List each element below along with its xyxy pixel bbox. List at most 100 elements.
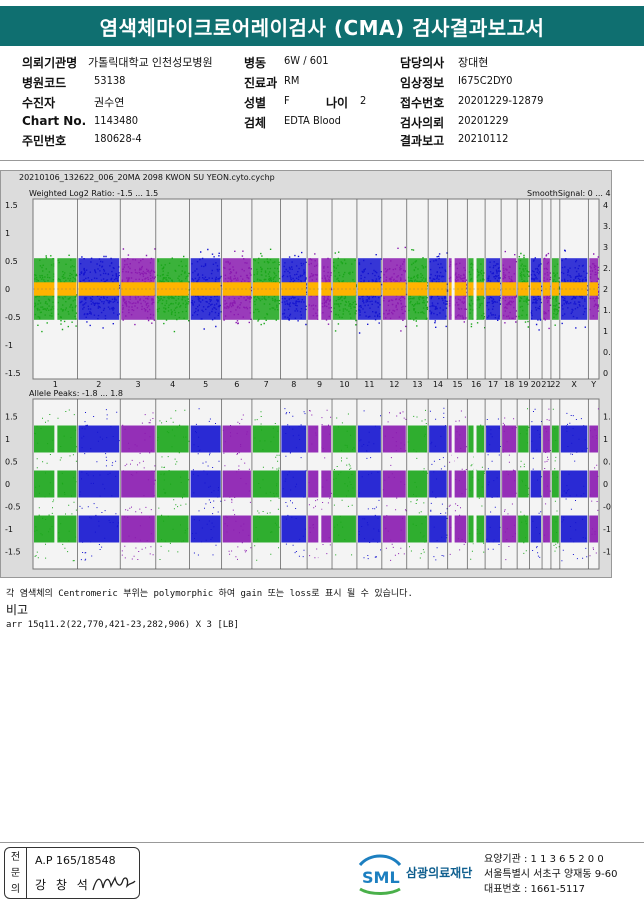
doctor-name: 강 창 석 [35,878,91,892]
chr-22-allele-band [551,515,559,543]
label-ward: 병동 [244,56,267,70]
value-ward: 6W / 601 [284,54,329,67]
report-title: 염색체마이크로어레이검사 (CMA) 검사결과보고서 [0,6,644,46]
chr-17-top-points [486,261,502,321]
top-right-tick: 1.5 [603,306,612,315]
label-doctor: 담당의사 [400,56,445,70]
chr-18-allele-band [502,515,517,543]
org-name: 삼광의료재단 [406,866,473,880]
value-clinical-info: I675C2DY0 [458,74,513,87]
value-doctor: 장대현 [458,56,489,69]
bottom-left-tick: 0.5 [5,458,18,467]
specialist-char-2: 문 [10,868,21,879]
label-hospital-code: 병원코드 [22,76,67,90]
bottom-left-tick: 1.5 [5,413,18,422]
bottom-right-tick: -1 [603,525,611,534]
handwritten-signature [92,876,136,891]
chr-16-label: 16 [471,380,481,389]
chr-10-allele-band [333,425,356,453]
bottom-right-tick: 1.5 [603,413,612,422]
chr-7-label: 7 [264,380,269,389]
chr-22-smooth-signal [551,282,559,296]
chr-19-label: 19 [518,380,528,389]
centromere-gap-bottom [451,400,455,568]
chr-18-top-points [502,250,518,324]
centromere-gap-top [318,200,322,378]
label-report-date: 결과보고 [400,134,445,148]
label-department: 진료과 [244,76,278,90]
chr-X-top-points [561,249,589,329]
chr-12-label: 12 [389,380,399,389]
top-right-tick: 3 [603,243,608,252]
bottom-plot-label: Allele Peaks: -1.8 ... 1.8 [29,389,123,398]
centromere-note: 각 염색체의 Centromeric 부위는 polymorphic 하여 ga… [6,589,413,599]
chr-10-allele-band [333,515,356,543]
chr-22-label: 22 [550,380,560,389]
chr-Y-allele-band [589,515,598,543]
value-hospital-code: 53138 [94,74,126,87]
signature-box: 전 문 의 A.P 165/18548 강 창 석 [4,847,140,899]
value-chart-no: 1143480 [94,114,139,127]
chr-X-allele-band [560,470,588,498]
footer-divider [0,842,644,843]
chr-17-allele-band [486,470,501,498]
bottom-left-tick: -1 [5,525,13,534]
top-right-tick: 2.5 [603,264,612,273]
chr-Y-allele-band [589,425,598,453]
chr-18-allele-band [502,470,517,498]
chr-Y-allele-band [589,470,598,498]
org-address: 서울특별시 서초구 양재동 9-60 [484,869,618,880]
top-right-tick: 0 [603,369,608,378]
label-chart-no: Chart No. [22,114,87,128]
chr-11-allele-band [357,425,381,453]
chr-18-allele-points [502,417,517,561]
cma-plot-panel: 1 2 3 4 5 6 7 8 9 10 11 12 13 14 15 16 17 18 19 20 21 22 X Y 1.5… [0,170,612,578]
chr-13-allele-band [407,470,428,498]
centromere-gap-top [54,200,58,378]
chr-15-allele-band [448,515,467,543]
chr-21-allele-band [543,470,550,498]
top-plot-right-label: SmoothSignal: 0 ... 4 [527,189,611,198]
bottom-right-tick: 0.5 [603,458,612,467]
chr-11-label: 11 [364,380,374,389]
chr-19-allele-band [518,470,529,498]
value-specimen: EDTA Blood [284,114,341,127]
remarks-title: 비고 [6,603,29,617]
chr-14-allele-band [429,470,447,498]
chr-4-smooth-signal [156,282,189,296]
top-right-tick: 2 [603,285,608,294]
label-clinical-info: 임상정보 [400,76,445,90]
value-request-date: 20201229 [458,114,509,127]
chr-17-allele-band [486,425,501,453]
label-receipt-no: 접수번호 [400,96,445,110]
chr-2-allele-band [78,515,120,543]
logo-mark-text: SML [362,868,400,887]
label-specimen: 검체 [244,116,267,130]
header-divider [0,160,644,161]
value-age: 2 [360,94,367,107]
top-left-tick: -0.5 [5,313,21,322]
chr-12-allele-band [382,515,406,543]
specialist-char-1: 전 [10,852,21,863]
bottom-right-tick: -0.5 [603,503,612,512]
top-left-tick: -1 [5,341,13,350]
chr-14-allele-band [429,515,447,543]
chr-18-label: 18 [504,380,514,389]
org-info: 요양기관 : 1 1 3 6 5 2 0 0 서울특별시 서초구 양재동 9-6… [484,852,617,897]
chr-20-allele-band [530,515,542,543]
chr-22-allele-band [551,425,559,453]
chr-15-allele-band [448,470,467,498]
label-resident-no: 주민번호 [22,134,67,148]
sml-logo: SML [358,854,402,895]
chr-5-label: 5 [203,380,208,389]
remarks-text: arr 15q11.2(22,770,421-23,282,906) X 3 [… [6,620,239,630]
chr-2-allele-band [78,425,120,453]
chr-19-allele-band [518,515,529,543]
chr-5-allele-band [190,425,221,453]
label-age: 나이 [326,96,349,110]
chr-2-label: 2 [96,380,101,389]
chr-6-allele-band [222,515,251,543]
chr-19-allele-band [518,425,529,453]
top-right-tick: 3.5 [603,222,612,231]
chr-6-top-points [223,250,252,325]
